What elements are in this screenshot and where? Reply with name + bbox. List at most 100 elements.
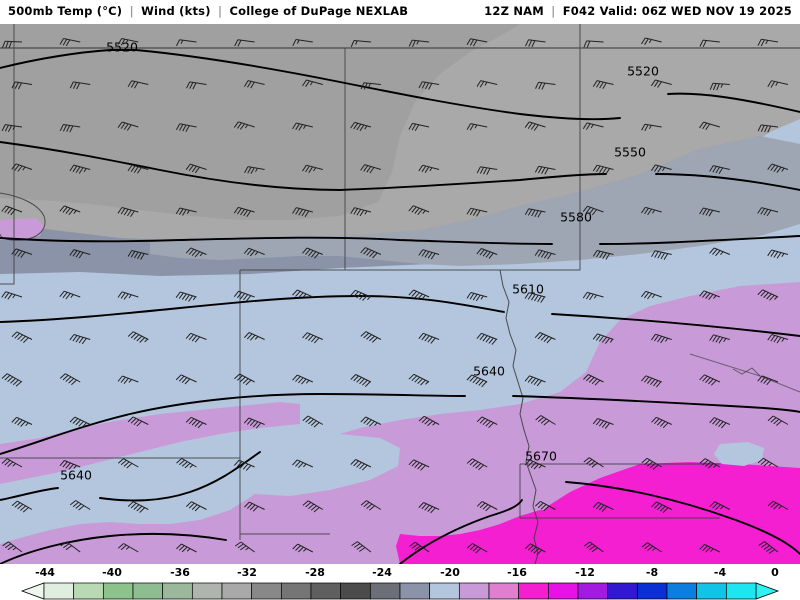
wind-barb	[757, 375, 779, 386]
colorbar-swatch	[251, 582, 282, 600]
wind-barb	[69, 249, 91, 259]
contour-label-5640-b: 5640	[60, 468, 92, 483]
colorbar-swatch	[102, 582, 134, 600]
wind-barb	[243, 247, 265, 257]
contour-label-5580: 5580	[560, 210, 592, 225]
wind-barb	[302, 247, 323, 259]
wind-barb	[292, 289, 314, 299]
wind-barb	[535, 415, 556, 426]
wind-barb	[127, 250, 149, 260]
colorbar-swatch	[577, 582, 609, 600]
wind-barb	[292, 374, 314, 385]
wind-barb	[360, 331, 382, 343]
colorbar-swatch	[340, 582, 371, 600]
wind-barb	[243, 417, 265, 429]
wind-barb	[699, 39, 720, 48]
wind-barb	[476, 248, 498, 259]
wind-barb	[11, 248, 33, 258]
colorbar-tick-labels: -44 -40 -36 -32 -28 -24 -20 -16 -12 -8 -4 0	[0, 564, 800, 582]
height-contours	[0, 49, 800, 564]
wind-barb	[360, 82, 381, 90]
wind-barb	[524, 375, 546, 387]
wind-barb	[292, 207, 313, 218]
wind-barb	[418, 81, 440, 90]
wind-barb	[244, 501, 265, 512]
wind-barb	[127, 416, 149, 427]
wind-barb	[59, 460, 81, 470]
colorbar-tick-minus40: -40	[102, 566, 122, 579]
wind-barb	[699, 374, 721, 386]
wind-barb	[127, 501, 149, 513]
wind-barb	[640, 206, 662, 216]
contour-label-5520-a: 5520	[106, 40, 138, 55]
wind-barb	[176, 39, 197, 47]
wind-barb	[650, 164, 672, 173]
wind-barb	[582, 291, 604, 301]
contour-label-5670: 5670	[525, 449, 557, 464]
wind-barb	[535, 81, 556, 90]
wind-barb	[641, 290, 662, 300]
river-boundary	[499, 269, 761, 564]
wind-barb	[757, 38, 779, 47]
wind-barb	[757, 289, 779, 301]
contour-5520-right	[667, 92, 800, 113]
colorbar-swatch	[191, 582, 223, 600]
colorbar[interactable]: -44 -40 -36 -32 -28 -24 -20 -16 -12 -8 -4 0	[0, 564, 800, 600]
wind-barb	[524, 543, 546, 556]
wind-barb	[651, 501, 672, 513]
contour-5670-left	[399, 499, 523, 564]
map-canvas[interactable]: 5520 5520 5550 5580 5610 5640 5670 5640	[0, 24, 800, 564]
wind-barb	[592, 80, 614, 90]
colorbar-tick-minus44: -44	[35, 566, 55, 579]
wind-barb	[409, 541, 430, 553]
colorbar-tick-minus32: -32	[237, 566, 257, 579]
wind-barb	[234, 541, 255, 553]
contour-label-5550: 5550	[614, 145, 646, 160]
wind-barb	[418, 164, 440, 173]
wind-barb	[1, 124, 23, 133]
wind-barb	[117, 38, 139, 46]
header-source-label: College of DuPage NEXLAB	[229, 4, 409, 18]
wind-barb	[583, 374, 604, 386]
wind-barb	[582, 122, 604, 130]
wind-barb	[234, 459, 255, 471]
wind-barb	[1, 205, 23, 216]
wind-barb	[534, 500, 556, 512]
wind-barb	[524, 208, 546, 218]
wind-barb	[1, 458, 23, 468]
wind-barb	[767, 334, 789, 344]
wind-barb	[117, 207, 139, 217]
wind-barb	[418, 332, 440, 344]
wind-barb	[185, 163, 207, 174]
wind-barb	[175, 291, 197, 302]
wind-barb	[60, 541, 81, 553]
colorbar-swatches	[20, 582, 780, 600]
contour-5640-lower-left	[0, 487, 59, 501]
colorbar-swatch	[725, 582, 757, 600]
wind-barb	[641, 542, 662, 553]
wind-barb	[709, 501, 731, 510]
wind-barb	[408, 459, 430, 471]
colorbar-swatch	[547, 582, 579, 600]
wind-barb	[350, 40, 371, 48]
wind-barb	[466, 38, 488, 47]
wind-barb	[408, 122, 430, 132]
colorbar-swatch	[518, 582, 549, 600]
wind-barb	[1, 291, 23, 300]
wind-barb	[59, 290, 81, 300]
wind-barb	[476, 166, 498, 175]
wind-barb	[418, 249, 440, 260]
wind-barb	[650, 333, 672, 344]
contour-5610-left	[0, 295, 505, 323]
temp-band-pocket-west	[0, 218, 44, 240]
wind-barb	[233, 206, 255, 217]
wind-barb	[641, 457, 662, 470]
wind-barb	[709, 247, 730, 257]
wind-barb	[408, 39, 430, 48]
contour-labels: 5520 5520 5550 5580 5610 5640 5670 5640	[60, 40, 659, 483]
wind-barb	[2, 40, 23, 49]
contour-extra-lower	[0, 532, 227, 564]
wind-barb	[408, 289, 430, 300]
wind-barb	[699, 207, 720, 217]
wind-barb	[757, 124, 779, 133]
